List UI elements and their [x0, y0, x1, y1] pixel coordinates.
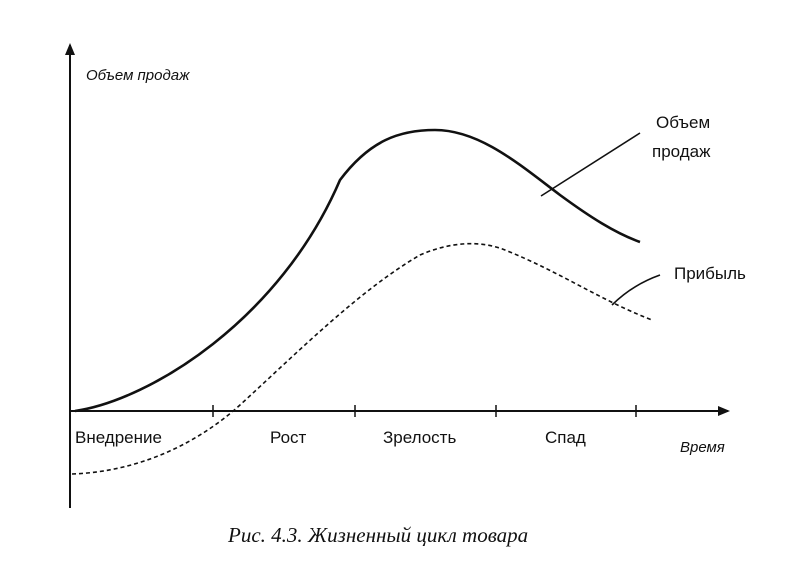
profit-curve-label: Прибыль — [674, 264, 746, 283]
sales-curve-label-line1: Объем — [656, 113, 710, 132]
y-axis-label: Объем продаж — [86, 67, 190, 84]
figure-caption: Рис. 4.3. Жизненный цикл товара — [227, 523, 528, 547]
sales-curve-label-line2: продаж — [652, 142, 711, 161]
sales-label-leader — [540, 132, 641, 197]
stage-label-introduction: Внедрение — [75, 428, 162, 447]
stage-label-growth: Рост — [270, 428, 307, 447]
x-axis-label: Время — [680, 439, 725, 456]
stage-label-maturity: Зрелость — [383, 428, 456, 447]
profit-curve — [71, 242, 653, 475]
sales-volume-curve — [74, 128, 641, 413]
profit-label-leader — [611, 274, 661, 306]
stage-label-decline: Спад — [545, 428, 586, 447]
